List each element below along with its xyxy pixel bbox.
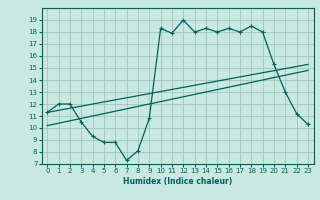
X-axis label: Humidex (Indice chaleur): Humidex (Indice chaleur): [123, 177, 232, 186]
